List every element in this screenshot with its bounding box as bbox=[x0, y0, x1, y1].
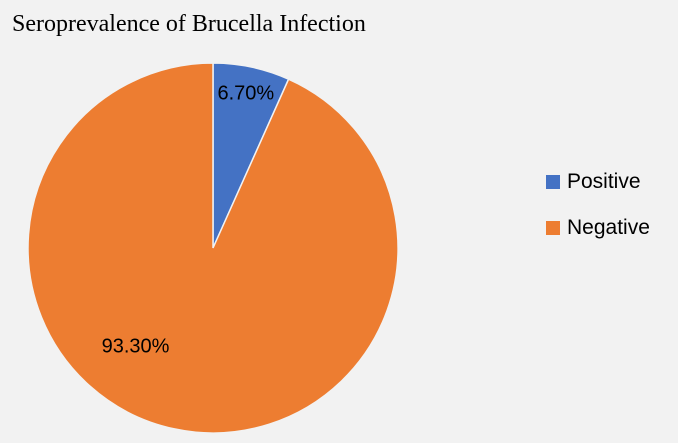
pie-slices bbox=[27, 62, 399, 434]
legend-swatch-positive bbox=[546, 175, 560, 189]
legend-item-negative[interactable]: Negative bbox=[546, 216, 650, 240]
legend-label-negative: Negative bbox=[567, 216, 650, 239]
legend-label-positive: Positive bbox=[567, 170, 641, 193]
data-label-positive: 6.70% bbox=[217, 83, 274, 105]
legend-item-positive[interactable]: Positive bbox=[546, 170, 650, 194]
data-label-negative: 93.30% bbox=[102, 335, 170, 357]
legend: Positive Negative bbox=[546, 170, 650, 262]
pie-slice-negative[interactable] bbox=[27, 62, 399, 434]
chart-title: Seroprevalence of Brucella Infection bbox=[12, 11, 366, 37]
legend-swatch-negative bbox=[546, 221, 560, 235]
pie-data-labels: 6.70% 93.30% bbox=[102, 83, 275, 358]
